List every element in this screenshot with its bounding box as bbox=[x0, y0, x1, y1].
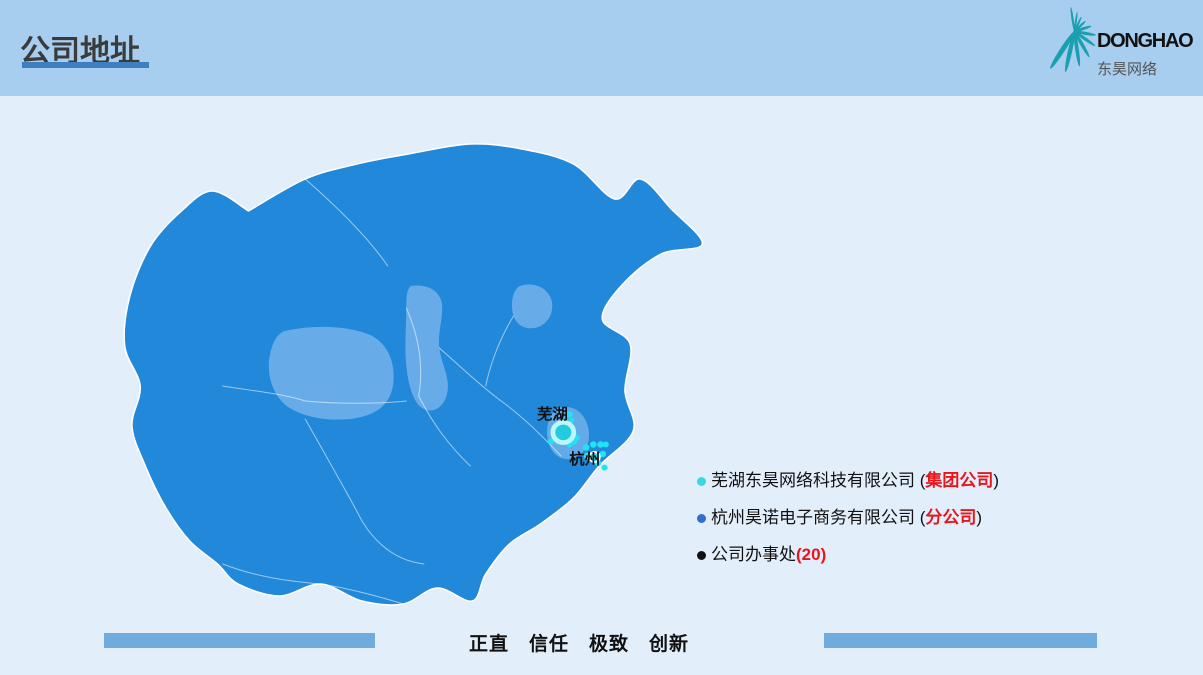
svg-text:杭州: 杭州 bbox=[569, 450, 600, 468]
svg-text:芜湖: 芜湖 bbox=[537, 405, 568, 423]
